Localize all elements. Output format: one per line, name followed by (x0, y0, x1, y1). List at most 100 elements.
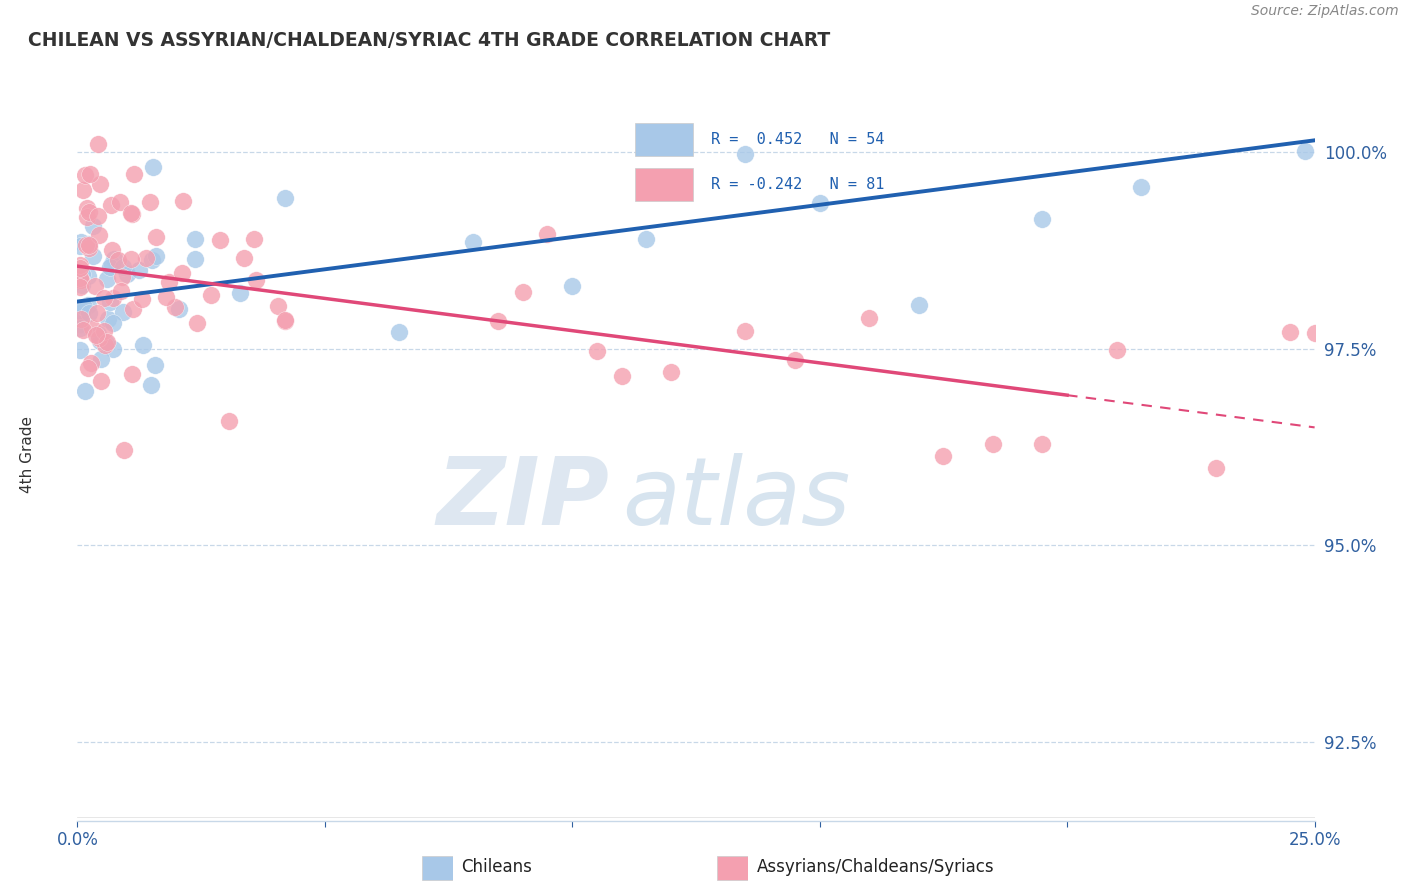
Text: 4th Grade: 4th Grade (20, 417, 35, 493)
Point (243, 232, 266, 246)
Point (96, 334, 118, 349)
Point (266, 300, 288, 314)
Point (89, 177, 111, 191)
Point (87, 331, 110, 345)
Point (79, 167, 101, 181)
Point (75, 237, 97, 252)
Point (93, 324, 115, 338)
FancyBboxPatch shape (717, 856, 748, 880)
Point (463, 235, 485, 249)
Point (1278, 325, 1301, 339)
Point (77, 306, 100, 320)
Point (157, 275, 180, 289)
Point (131, 292, 153, 306)
Point (94, 338, 117, 352)
Point (100, 295, 122, 310)
Point (87, 209, 110, 223)
Point (79, 356, 101, 370)
Text: Chileans: Chileans (461, 858, 531, 876)
Point (90, 374, 112, 388)
Point (120, 252, 142, 266)
Point (208, 233, 231, 247)
Point (69, 260, 91, 275)
Point (80, 321, 103, 335)
Point (388, 325, 411, 339)
Point (120, 205, 142, 219)
Point (145, 230, 167, 244)
Point (932, 449, 955, 463)
Text: R =  0.452   N = 54: R = 0.452 N = 54 (711, 132, 884, 147)
Point (69, 258, 91, 272)
Point (70, 312, 93, 326)
Point (981, 437, 1004, 451)
Point (229, 285, 252, 300)
Point (128, 262, 150, 277)
Point (184, 232, 207, 246)
Point (232, 251, 254, 265)
Point (69, 320, 91, 334)
Text: Source: ZipAtlas.com: Source: ZipAtlas.com (1251, 4, 1399, 19)
Point (75, 384, 97, 398)
Point (274, 314, 297, 328)
Point (218, 414, 240, 428)
Point (172, 266, 194, 280)
Point (165, 301, 187, 315)
Point (186, 317, 208, 331)
Point (132, 337, 155, 351)
Point (96, 272, 118, 286)
Point (121, 207, 143, 221)
Point (112, 305, 135, 319)
Point (70, 267, 93, 281)
Point (70, 277, 93, 292)
Point (110, 285, 132, 299)
Point (87, 327, 110, 342)
Point (111, 260, 134, 275)
Point (79, 237, 101, 252)
Point (69, 280, 91, 294)
Point (76, 201, 98, 215)
Text: atlas: atlas (621, 453, 851, 544)
Point (100, 260, 122, 274)
Point (586, 344, 609, 359)
Point (69, 305, 91, 319)
Point (90, 351, 112, 366)
Point (907, 298, 929, 312)
Point (139, 377, 162, 392)
Point (734, 324, 756, 338)
Point (110, 270, 132, 285)
Text: Assyrians/Chaldeans/Syriacs: Assyrians/Chaldeans/Syriacs (756, 858, 994, 876)
Point (69, 239, 91, 253)
Point (1294, 145, 1316, 159)
Point (70, 235, 93, 249)
Point (77, 268, 100, 283)
Point (103, 291, 125, 305)
Point (135, 251, 157, 265)
Point (82, 219, 104, 233)
Point (93, 292, 115, 306)
Point (486, 314, 509, 328)
Point (72, 182, 94, 196)
Point (1031, 436, 1053, 450)
Point (1105, 343, 1128, 357)
Point (77, 237, 100, 252)
Point (1205, 461, 1227, 475)
Point (200, 287, 222, 301)
Point (536, 227, 558, 242)
Point (115, 267, 138, 281)
Point (72, 323, 94, 337)
Point (87, 228, 110, 243)
Point (73, 300, 96, 314)
Point (76, 210, 98, 224)
Point (70, 273, 93, 287)
Point (70, 305, 93, 319)
Point (89, 334, 111, 348)
Point (108, 195, 131, 210)
Point (79, 241, 101, 255)
FancyBboxPatch shape (422, 856, 453, 880)
Point (112, 442, 135, 457)
Point (142, 161, 165, 175)
Point (69, 343, 91, 357)
Point (103, 252, 125, 267)
Point (561, 279, 583, 293)
Point (155, 290, 177, 304)
